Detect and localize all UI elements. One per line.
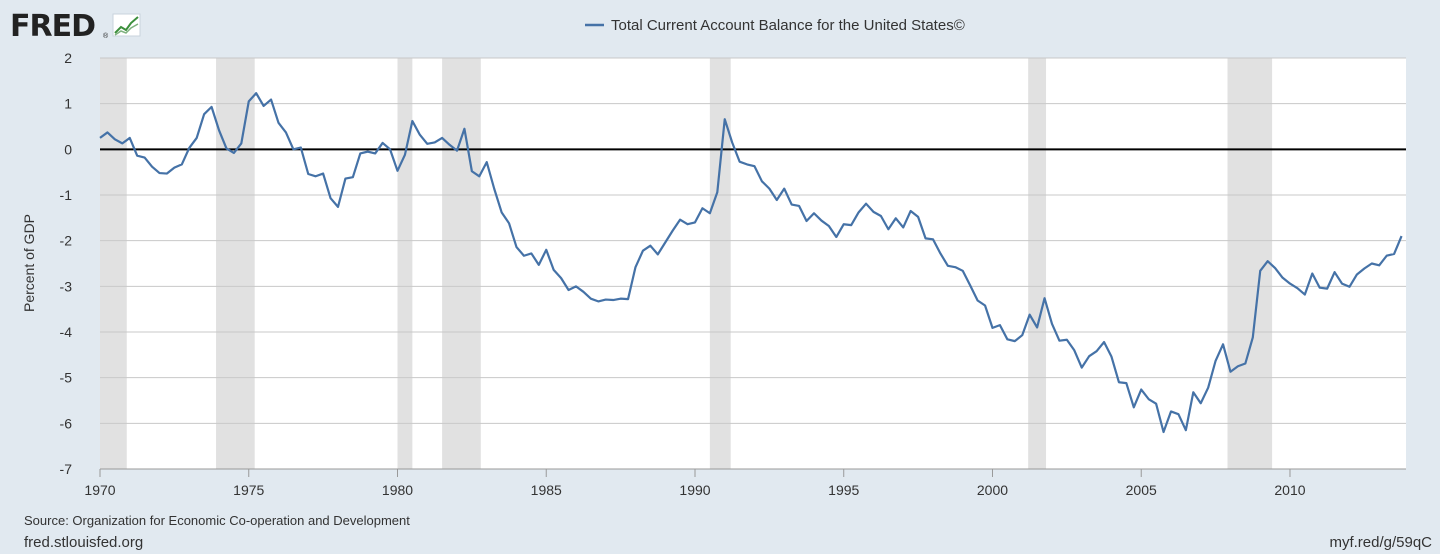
x-tick-label: 1975 <box>233 482 264 498</box>
x-tick-label: 1970 <box>84 482 115 498</box>
y-tick-label: 1 <box>64 96 72 112</box>
series-line[interactable] <box>99 92 1403 434</box>
recession-band <box>397 58 413 469</box>
y-tick-label: -7 <box>60 461 73 477</box>
x-tick-label: 1980 <box>382 482 413 498</box>
fred-logo[interactable]: FRED ® <box>10 9 141 44</box>
legend[interactable]: Total Current Account Balance for the Un… <box>585 17 965 34</box>
fred-logo-chart-icon <box>112 13 141 37</box>
y-axis-ticks: 2 1 0 -1 -2 -3 -4 -5 -6 -7 <box>60 50 73 477</box>
x-tick-label: 2000 <box>977 482 1008 498</box>
x-tick-label: 1995 <box>828 482 859 498</box>
y-tick-label: -5 <box>60 370 73 386</box>
legend-label: Total Current Account Balance for the Un… <box>611 17 965 34</box>
y-tick-label: -2 <box>60 233 73 249</box>
plot-area <box>100 58 1406 469</box>
series-layer[interactable] <box>99 92 1403 434</box>
recession-band <box>1028 58 1047 469</box>
recession-shading <box>100 58 1273 469</box>
x-tick-label: 2005 <box>1126 482 1157 498</box>
recession-band <box>100 58 127 469</box>
y-axis-title: Percent of GDP <box>21 214 37 312</box>
x-tick-label: 2010 <box>1274 482 1305 498</box>
y-tick-label: 0 <box>64 141 72 157</box>
fred-logo-text: FRED <box>10 9 95 44</box>
site-link[interactable]: fred.stlouisfed.org <box>24 534 143 551</box>
y-tick-label: -6 <box>60 415 73 431</box>
recession-band <box>216 58 255 469</box>
x-tick-label: 1990 <box>679 482 710 498</box>
y-tick-label: -3 <box>60 278 73 294</box>
recession-band <box>709 58 731 469</box>
y-tick-label: 2 <box>64 50 72 66</box>
short-url-link[interactable]: myf.red/g/59qC <box>1329 534 1432 551</box>
x-tick-label: 1985 <box>531 482 562 498</box>
y-tick-label: -1 <box>60 187 73 203</box>
recession-band <box>442 58 481 469</box>
x-axis-ticks: 1970 1975 1980 1985 1990 1995 2000 2005 2010 <box>84 468 1406 498</box>
y-tick-label: -4 <box>60 324 73 340</box>
registered-mark: ® <box>103 32 109 40</box>
source-note: Source: Organization for Economic Co-ope… <box>24 513 410 528</box>
